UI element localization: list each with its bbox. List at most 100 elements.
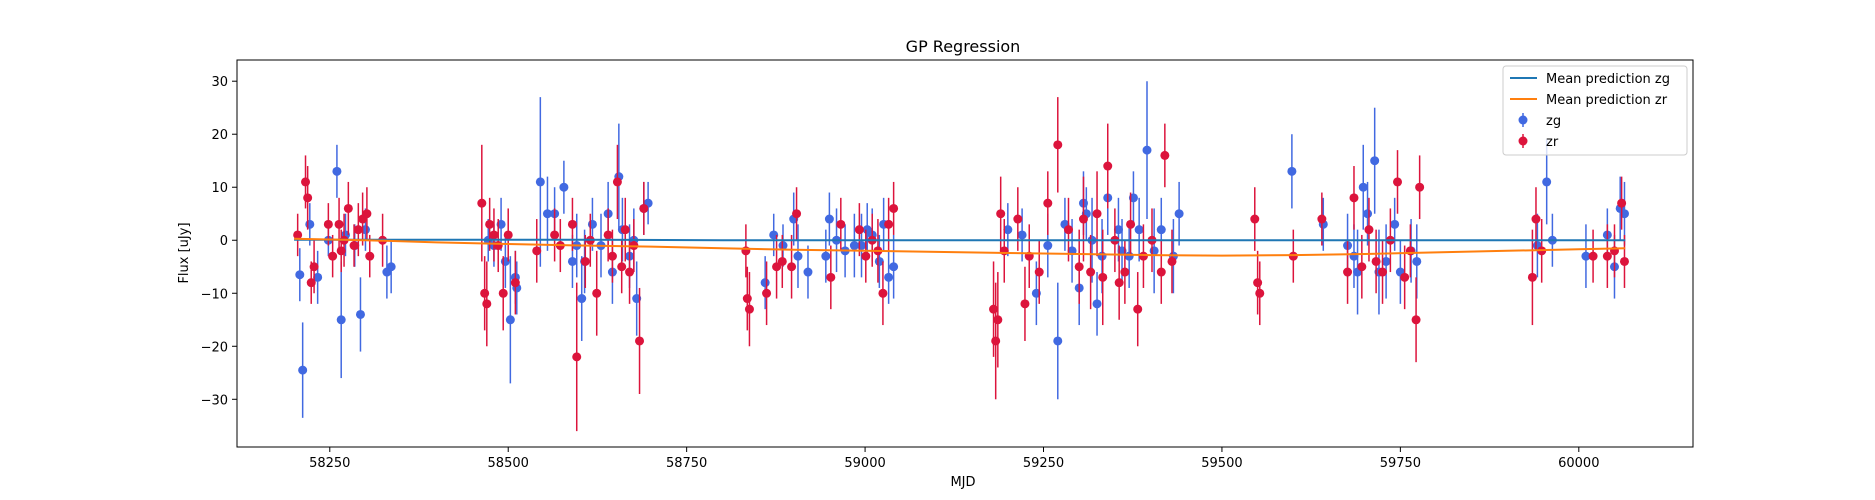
zr-marker bbox=[550, 230, 560, 240]
zr-data-point bbox=[889, 181, 899, 235]
y-tick-label: 20 bbox=[211, 128, 228, 143]
zr-data-point bbox=[1364, 197, 1374, 262]
x-tick-label: 60000 bbox=[1558, 456, 1599, 471]
zr-marker bbox=[1020, 299, 1030, 309]
zr-marker bbox=[1255, 288, 1265, 298]
zr-data-point bbox=[1317, 192, 1327, 246]
x-tick-label: 58250 bbox=[309, 456, 350, 471]
zg-marker bbox=[1043, 241, 1053, 251]
zr-marker bbox=[792, 209, 802, 219]
zr-marker bbox=[612, 177, 622, 187]
zr-marker bbox=[1288, 251, 1298, 261]
zr-marker bbox=[1098, 272, 1108, 282]
zr-data-point bbox=[1020, 266, 1030, 341]
y-tick-label: 10 bbox=[211, 181, 228, 196]
zr-data-point bbox=[1393, 150, 1403, 214]
zg-marker bbox=[295, 270, 305, 280]
zr-data-point bbox=[787, 234, 797, 299]
zr-data-point bbox=[489, 208, 499, 262]
zr-data-point bbox=[1078, 176, 1088, 262]
zg-marker bbox=[1142, 145, 1152, 155]
zr-data-point bbox=[580, 234, 590, 288]
plot-frame bbox=[236, 59, 1694, 448]
zg-data-point bbox=[1370, 107, 1380, 214]
zr-marker bbox=[1588, 251, 1598, 261]
zr-marker bbox=[884, 219, 894, 229]
zg-marker bbox=[1092, 299, 1102, 309]
zr-data-point bbox=[353, 203, 363, 257]
zr-marker bbox=[1013, 214, 1023, 224]
zr-data-point bbox=[532, 219, 542, 283]
zg-data-point bbox=[1581, 224, 1591, 288]
zr-data-point bbox=[1619, 234, 1629, 288]
zg-marker bbox=[567, 256, 577, 266]
zr-marker bbox=[1343, 267, 1353, 277]
zg-marker bbox=[889, 262, 899, 272]
zr-marker bbox=[1078, 214, 1088, 224]
zr-marker bbox=[1126, 219, 1136, 229]
zr-data-point bbox=[592, 250, 602, 336]
zr-marker bbox=[742, 294, 752, 304]
zr-data-point bbox=[1357, 234, 1367, 299]
zr-marker bbox=[1034, 267, 1044, 277]
zr-marker bbox=[1531, 214, 1541, 224]
mean-prediction-zg-line bbox=[294, 238, 1626, 242]
y-tick-label: −10 bbox=[201, 287, 228, 302]
mean-lines bbox=[294, 237, 1626, 257]
zr-data-point bbox=[993, 272, 1003, 368]
zr-data-point bbox=[996, 176, 1006, 251]
x-tick-label: 59750 bbox=[1380, 456, 1421, 471]
zg-data-point bbox=[824, 192, 834, 246]
zr-data-point bbox=[1063, 197, 1073, 262]
zg-marker bbox=[1381, 256, 1391, 266]
zr-data-point bbox=[1138, 224, 1148, 288]
zr-data-point bbox=[482, 261, 492, 347]
zr-marker bbox=[999, 246, 1009, 256]
zr-marker bbox=[1138, 251, 1148, 261]
zr-marker bbox=[309, 262, 319, 272]
zr-data-point bbox=[639, 181, 649, 235]
zg-data-point bbox=[542, 176, 552, 251]
zg-data-point bbox=[849, 213, 859, 278]
mean-prediction-zr-line bbox=[294, 237, 1626, 257]
zg-data-point bbox=[760, 256, 770, 310]
legend-label-zg: zg bbox=[1546, 114, 1561, 129]
zg-data-point bbox=[577, 256, 587, 341]
zr-data-point bbox=[550, 208, 560, 262]
zg-marker bbox=[1156, 225, 1166, 235]
zg-data-point bbox=[1174, 181, 1184, 246]
zg-marker bbox=[313, 272, 323, 282]
zg-data-point bbox=[1142, 81, 1152, 220]
zg-marker bbox=[821, 251, 831, 261]
zr-data-point bbox=[1086, 234, 1096, 310]
zr-data-point bbox=[328, 234, 338, 278]
zr-data-point bbox=[1133, 272, 1143, 347]
zg-marker bbox=[559, 182, 569, 192]
zr-data-point bbox=[1103, 123, 1113, 209]
zr-data-point bbox=[1602, 224, 1612, 288]
zg-marker bbox=[1581, 251, 1591, 261]
legend: Mean prediction zg Mean prediction zr zg… bbox=[1502, 65, 1688, 156]
zg-data-point bbox=[884, 250, 894, 304]
zr-marker bbox=[1250, 214, 1260, 224]
zr-marker bbox=[334, 219, 344, 229]
zr-marker bbox=[1114, 278, 1124, 288]
zr-data-point bbox=[607, 229, 617, 283]
zr-marker bbox=[328, 251, 338, 261]
zg-data-point bbox=[1363, 181, 1373, 246]
zg-data-point bbox=[535, 97, 545, 267]
zr-marker bbox=[1160, 150, 1170, 160]
legend-zg-marker bbox=[1518, 113, 1528, 127]
zr-marker bbox=[777, 256, 787, 266]
zr-data-point bbox=[477, 144, 487, 262]
zr-marker bbox=[826, 272, 836, 282]
zr-marker bbox=[498, 288, 508, 298]
zr-marker bbox=[532, 246, 542, 256]
zg-data-point bbox=[803, 245, 813, 299]
zr-data-point bbox=[1255, 261, 1265, 326]
zg-data-point bbox=[298, 322, 308, 418]
legend-label-mean-zg: Mean prediction zg bbox=[1546, 72, 1670, 87]
zr-data-point bbox=[1400, 245, 1410, 310]
y-tick-label: 0 bbox=[220, 234, 228, 249]
